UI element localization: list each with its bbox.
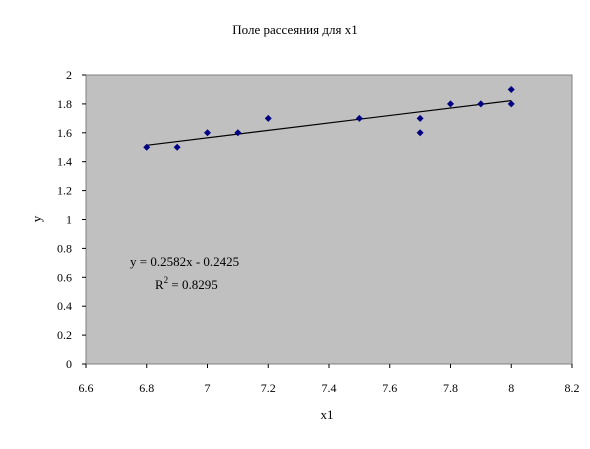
y-tick-label: 0.4 — [57, 299, 72, 313]
y-tick-label: 1.8 — [57, 97, 72, 111]
data-point — [355, 114, 363, 122]
r-squared-superscript: 2 — [164, 275, 169, 285]
data-point — [204, 129, 211, 137]
y-axis: 0 0.2 0.4 0.6 0.8 1 1.2 1.4 1.6 1.8 2 — [57, 68, 86, 371]
y-tick-label: 0.8 — [57, 241, 72, 255]
x-tick-label: 6.6 — [79, 381, 94, 395]
r-squared-label: R2 = 0.8295 — [155, 275, 218, 292]
data-point — [173, 143, 181, 151]
data-point — [416, 129, 424, 137]
x-tick-label: 8.2 — [565, 381, 580, 395]
y-tick-label: 1.2 — [57, 184, 72, 198]
y-tick-label: 0.2 — [57, 328, 72, 342]
trendline — [146, 99, 512, 146]
x-tick-label: 7 — [205, 381, 211, 395]
trendline-equation: y = 0.2582x - 0.2425 — [130, 254, 239, 269]
data-points — [143, 85, 515, 151]
x-tick-label: 7.8 — [443, 381, 458, 395]
y-tick-label: 0 — [66, 357, 72, 371]
data-point — [507, 85, 515, 93]
x-tick-label: 7.4 — [322, 381, 337, 395]
data-point — [507, 100, 515, 108]
data-point — [143, 143, 151, 151]
data-point — [477, 100, 485, 108]
x-tick-label: 8 — [508, 381, 514, 395]
y-tick-label: 1.6 — [57, 126, 72, 140]
data-point — [234, 129, 242, 137]
y-tick-label: 1 — [66, 213, 72, 227]
y-tick-label: 0.6 — [57, 270, 72, 284]
r-squared-symbol: R — [155, 277, 164, 292]
x-tick-label: 6.8 — [139, 381, 154, 395]
y-tick-label: 2 — [66, 68, 72, 82]
r-squared-value: = 0.8295 — [168, 277, 218, 292]
x-axis: 6.6 6.8 7 7.2 7.4 7.6 7.8 8 8.2 — [79, 364, 580, 395]
chart-title: Поле рассеяния для x1 — [232, 22, 357, 37]
x-tick-label: 7.2 — [261, 381, 276, 395]
y-tick-label: 1.4 — [57, 155, 72, 169]
data-point — [416, 114, 424, 122]
data-point — [447, 100, 454, 108]
x-tick-label: 7.6 — [382, 381, 397, 395]
plot-area — [85, 74, 573, 365]
data-point — [264, 114, 272, 122]
x-axis-title: x1 — [321, 407, 334, 422]
y-axis-title: y — [29, 215, 44, 222]
